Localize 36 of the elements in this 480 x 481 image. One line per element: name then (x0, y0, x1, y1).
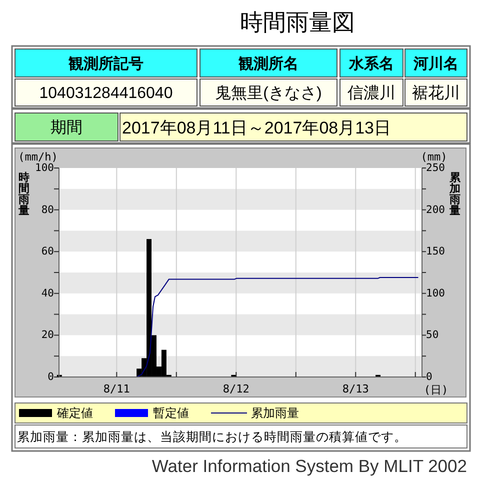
y2-axis-title: 累加雨量 (448, 172, 462, 217)
text: 観測所名 (238, 56, 298, 72)
y2-tick-label: 0 (426, 371, 432, 383)
text: 鬼無里(きなさ) (215, 85, 322, 102)
x-tick-label: 8/11 (103, 382, 130, 396)
y2-tick-label: 150 (426, 246, 445, 258)
y2-tick-label: 200 (426, 204, 445, 216)
text: 2017年08月11日～2017年08月13日 (122, 118, 392, 138)
x-tick-label: 8/12 (222, 382, 250, 396)
y-axis-title: 時間雨量 (18, 171, 30, 217)
legend-label: 暫定値 (153, 406, 189, 420)
text: 水系名 (348, 56, 394, 72)
chart-title: 時間雨量図 (240, 9, 355, 35)
y2-tick-label: 250 (426, 162, 445, 174)
y-tick-label: 60 (41, 246, 54, 258)
y-tick-label: 80 (41, 204, 54, 216)
x-tick-label: 8/13 (342, 382, 369, 396)
text: 累加雨量：累加雨量は、当該期間における時間雨量の積算値です。 (17, 429, 407, 444)
text: (mm) (420, 150, 448, 164)
text: 104031284416040 (39, 85, 173, 102)
legend-label: 累加雨量 (251, 406, 299, 420)
y2-tick-label: 50 (426, 329, 439, 342)
y-tick-label: 20 (41, 329, 54, 342)
y-tick-label: 100 (35, 162, 54, 174)
y-tick-label: 40 (41, 287, 54, 300)
text: 河川名 (412, 56, 458, 72)
text: Water Information System By MLIT 2002 (152, 456, 467, 476)
text: 期間 (50, 118, 82, 136)
legend-label: 確定値 (56, 406, 93, 420)
text: 信濃川 (348, 84, 396, 102)
text: 裾花川 (412, 84, 460, 102)
text: 観測所記号 (68, 56, 144, 72)
x-axis-title: (日) (424, 384, 448, 396)
text: (mm/h) (18, 150, 58, 164)
y2-tick-label: 100 (426, 287, 445, 300)
y-tick-label: 0 (48, 371, 54, 383)
